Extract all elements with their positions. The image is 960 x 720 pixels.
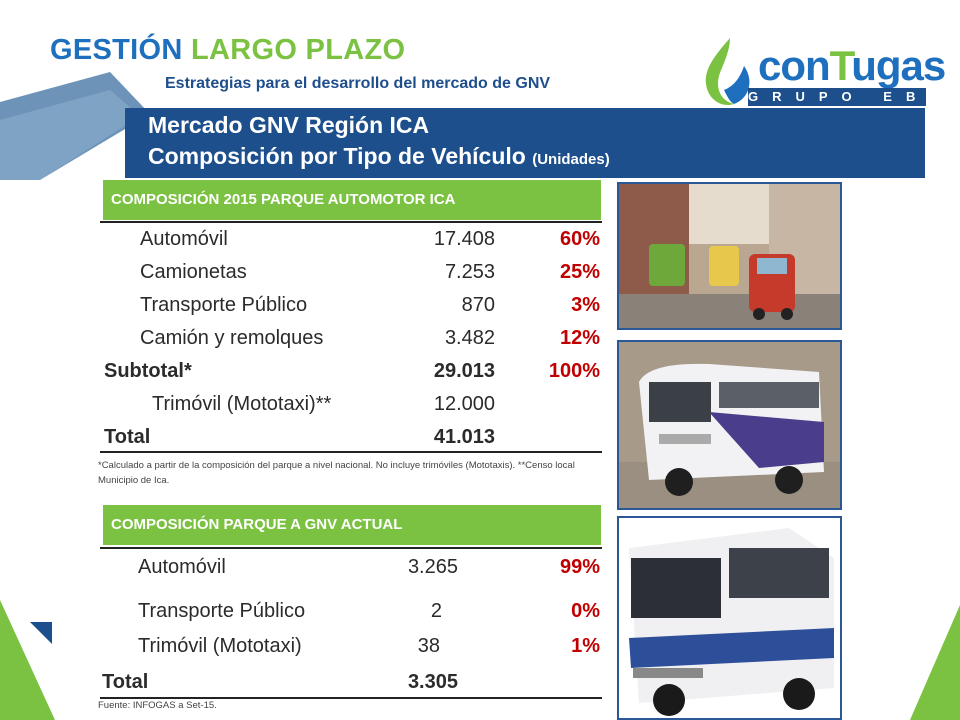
row-value: 3.265 xyxy=(407,556,458,578)
row-percent: 3% xyxy=(571,294,600,316)
table2-source: Fuente: INFOGAS a Set-15. xyxy=(98,700,217,711)
logo-con: con xyxy=(758,42,831,89)
table2-row: Transporte Público 2 0% xyxy=(100,600,602,634)
contugas-logo-drop xyxy=(705,38,750,106)
row-label: Transporte Público xyxy=(140,294,308,316)
row-percent: 25% xyxy=(559,261,600,283)
row-label: Camionetas xyxy=(140,261,247,283)
decorative-triangle-left xyxy=(0,600,55,720)
table1-bottom-rule xyxy=(100,451,602,453)
row-value: 17.408 xyxy=(433,228,495,250)
page-title: GESTIÓN LARGO PLAZO xyxy=(50,34,405,67)
total-value: 3.305 xyxy=(407,671,458,693)
row-percent: 1% xyxy=(571,635,600,657)
table2-total-row: Total 3.305 xyxy=(100,671,602,705)
table1-row: Automóvil 17.408 60% xyxy=(100,228,602,262)
subtotal-label: Subtotal* xyxy=(104,360,192,382)
logo-gas: gas xyxy=(875,42,946,89)
row-percent: 0% xyxy=(571,600,600,622)
photo-mototaxis xyxy=(617,182,842,330)
table2-row: Automóvil 3.265 99% xyxy=(100,556,602,590)
row-value: 870 xyxy=(461,294,495,316)
table2-bottom-rule xyxy=(100,697,602,699)
total-label: Total xyxy=(104,426,151,448)
title-part-2: LARGO PLAZO xyxy=(190,34,406,66)
table1-row: Camionetas 7.253 25% xyxy=(100,261,602,295)
row-label: Transporte Público xyxy=(138,600,306,622)
table1-top-rule xyxy=(100,221,602,223)
page-subtitle: Estrategias para el desarrollo del merca… xyxy=(165,75,551,92)
photo-bus xyxy=(617,340,842,510)
row-value: 2 xyxy=(430,600,442,622)
banner-title-line2: Composición por Tipo de Vehículo (Unidad… xyxy=(148,143,610,170)
table1-row: Transporte Público 870 3% xyxy=(100,294,602,328)
title-part-1: GESTIÓN xyxy=(50,34,183,66)
logo-tagline: GRUPO EB xyxy=(748,88,930,106)
table1-total-row: Total 41.013 xyxy=(100,426,602,460)
photo-minibus xyxy=(617,516,842,720)
table1-trimovil-row: Trimóvil (Mototaxi)** 12.000 xyxy=(100,393,602,427)
subtotal-value: 29.013 xyxy=(433,360,495,382)
table1-subtotal-row: Subtotal* 29.013 100% xyxy=(100,360,602,394)
row-value: 3.482 xyxy=(444,327,495,349)
total-value: 41.013 xyxy=(433,426,495,448)
row-percent: 60% xyxy=(559,228,600,250)
table2-top-rule xyxy=(100,547,602,549)
banner-title-line2-text: Composición por Tipo de Vehículo xyxy=(148,143,526,169)
table1-row: Camión y remolques 3.482 12% xyxy=(100,327,602,361)
row-label: Trimóvil (Mototaxi) xyxy=(138,635,302,657)
decorative-triangle-blue xyxy=(30,622,52,644)
decorative-ribbon xyxy=(0,72,150,180)
total-label: Total xyxy=(102,671,149,693)
trimovil-value: 12.000 xyxy=(433,393,495,415)
row-label: Automóvil xyxy=(140,228,228,250)
row-label: Camión y remolques xyxy=(140,327,324,349)
table1-heading: COMPOSICIÓN 2015 PARQUE AUTOMOTOR ICA xyxy=(103,180,601,220)
logo-t: T xyxy=(829,42,853,89)
row-percent: 12% xyxy=(559,327,600,349)
banner-units: (Unidades) xyxy=(532,151,610,168)
decorative-triangle-right xyxy=(910,605,960,720)
row-value: 38 xyxy=(417,635,440,657)
table1-footnote: *Calculado a partir de la composición de… xyxy=(98,460,575,486)
table2-heading: COMPOSICIÓN PARQUE A GNV ACTUAL xyxy=(103,505,601,545)
contugas-logo-text: conTugas xyxy=(758,42,946,90)
banner-title-line1: Mercado GNV Región ICA xyxy=(148,112,430,138)
trimovil-label: Trimóvil (Mototaxi)** xyxy=(152,393,332,415)
table2-row: Trimóvil (Mototaxi) 38 1% xyxy=(100,635,602,669)
title-banner xyxy=(125,108,925,178)
row-percent: 99% xyxy=(559,556,600,578)
row-label: Automóvil xyxy=(138,556,226,578)
row-value: 7.253 xyxy=(444,261,495,283)
subtotal-percent: 100% xyxy=(548,360,600,382)
logo-u: u xyxy=(851,42,877,89)
